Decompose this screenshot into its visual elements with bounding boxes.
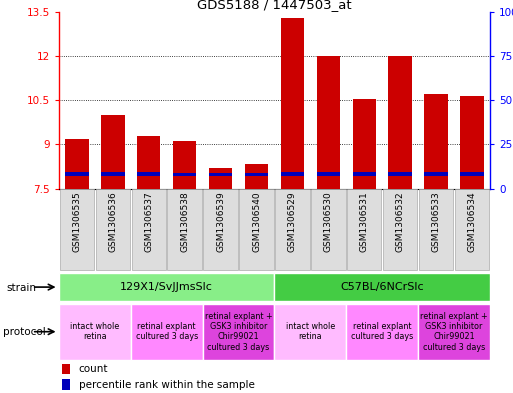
- Text: GSM1306533: GSM1306533: [431, 191, 441, 252]
- Bar: [203, 304, 274, 360]
- Text: GSM1306531: GSM1306531: [360, 191, 369, 252]
- Bar: [59, 273, 274, 301]
- Text: GSM1306537: GSM1306537: [144, 191, 153, 252]
- Bar: [418, 304, 490, 360]
- Text: GSM1306535: GSM1306535: [72, 191, 82, 252]
- Bar: [383, 189, 418, 270]
- Bar: [239, 189, 274, 270]
- Bar: [167, 189, 202, 270]
- Bar: [65, 173, 89, 176]
- Bar: [460, 173, 484, 176]
- Text: GSM1306532: GSM1306532: [396, 191, 405, 252]
- Bar: [245, 163, 268, 189]
- Text: GSM1306536: GSM1306536: [108, 191, 117, 252]
- Text: GSM1306530: GSM1306530: [324, 191, 333, 252]
- Text: 129X1/SvJJmsSlc: 129X1/SvJJmsSlc: [120, 282, 213, 292]
- Text: GSM1306539: GSM1306539: [216, 191, 225, 252]
- Bar: [101, 173, 125, 176]
- Bar: [137, 136, 161, 189]
- Bar: [388, 173, 412, 176]
- Bar: [62, 380, 70, 390]
- Bar: [424, 94, 448, 189]
- Bar: [424, 173, 448, 176]
- Bar: [274, 304, 346, 360]
- Text: percentile rank within the sample: percentile rank within the sample: [78, 380, 254, 389]
- Bar: [352, 173, 376, 176]
- Bar: [245, 173, 268, 176]
- Bar: [455, 189, 489, 270]
- Text: strain: strain: [6, 283, 36, 293]
- Text: GSM1306534: GSM1306534: [467, 191, 477, 252]
- Text: count: count: [78, 364, 108, 374]
- Text: GSM1306529: GSM1306529: [288, 191, 297, 252]
- Text: C57BL/6NCrSlc: C57BL/6NCrSlc: [340, 282, 424, 292]
- Bar: [281, 18, 304, 189]
- Bar: [317, 56, 340, 189]
- Bar: [346, 304, 418, 360]
- Text: GSM1306540: GSM1306540: [252, 191, 261, 252]
- Bar: [209, 173, 232, 176]
- Bar: [95, 189, 130, 270]
- Bar: [131, 304, 203, 360]
- Bar: [388, 56, 412, 189]
- Bar: [60, 189, 94, 270]
- Text: intact whole
retina: intact whole retina: [286, 322, 335, 342]
- Text: retinal explant
cultured 3 days: retinal explant cultured 3 days: [351, 322, 413, 342]
- Text: protocol: protocol: [3, 327, 45, 337]
- Bar: [281, 172, 304, 176]
- Bar: [419, 189, 453, 270]
- Text: retinal explant +
GSK3 inhibitor
Chir99021
cultured 3 days: retinal explant + GSK3 inhibitor Chir990…: [205, 312, 272, 352]
- Bar: [173, 141, 196, 189]
- Bar: [352, 99, 376, 189]
- Text: intact whole
retina: intact whole retina: [70, 322, 120, 342]
- Text: retinal explant +
GSK3 inhibitor
Chir99021
cultured 3 days: retinal explant + GSK3 inhibitor Chir990…: [420, 312, 488, 352]
- Bar: [460, 96, 484, 189]
- Bar: [317, 173, 340, 176]
- Bar: [59, 304, 131, 360]
- Bar: [173, 173, 196, 176]
- Bar: [62, 364, 70, 374]
- Title: GDS5188 / 1447503_at: GDS5188 / 1447503_at: [197, 0, 352, 11]
- Bar: [347, 189, 382, 270]
- Bar: [275, 189, 310, 270]
- Bar: [101, 115, 125, 189]
- Bar: [311, 189, 346, 270]
- Bar: [131, 189, 166, 270]
- Text: GSM1306538: GSM1306538: [180, 191, 189, 252]
- Bar: [274, 273, 490, 301]
- Bar: [65, 139, 89, 189]
- Bar: [203, 189, 238, 270]
- Bar: [209, 168, 232, 189]
- Bar: [137, 173, 161, 176]
- Text: retinal explant
cultured 3 days: retinal explant cultured 3 days: [135, 322, 198, 342]
